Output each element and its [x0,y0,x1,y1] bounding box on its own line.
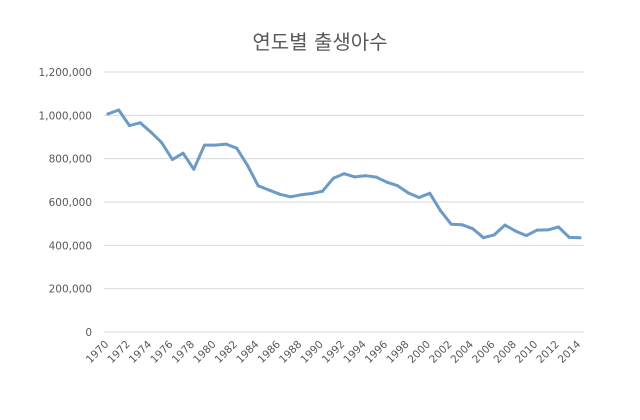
x-tick-label: 1996 [363,338,391,366]
data-point [417,196,421,199]
x-tick-label: 1970 [84,338,111,365]
data-point [288,195,292,199]
data-point [374,175,378,179]
x-tick-label: 1986 [256,338,284,366]
data-point [310,192,314,195]
data-point [503,223,507,227]
data-point [278,192,282,196]
data-point [578,236,582,240]
data-point [256,184,260,188]
y-tick-label: 200,000 [49,284,92,296]
data-point [342,172,346,176]
x-tick-label: 2006 [470,338,498,366]
data-point [353,175,357,179]
x-tick-label: 1980 [191,338,218,365]
data-point [492,233,496,237]
y-tick-label: 400,000 [49,240,92,252]
data-point [557,225,560,229]
data-point [385,180,389,184]
x-tick-label: 1998 [384,338,411,365]
data-point [396,184,400,188]
data-point [364,174,367,178]
data-point [439,209,442,213]
data-point [235,146,239,150]
data-point [106,112,110,116]
x-tick-label: 2008 [492,338,519,365]
x-tick-label: 1972 [105,338,132,365]
x-tick-label: 1974 [127,338,155,366]
data-point [482,236,485,240]
data-point [160,141,164,145]
data-point [514,229,518,233]
data-point [471,227,475,231]
x-tick-label: 2014 [556,338,584,366]
data-point [213,143,217,147]
data-point [546,228,550,232]
x-tick-label: 2004 [449,338,477,366]
y-tick-label: 1,000,000 [39,110,92,122]
x-tick-label: 1984 [234,338,262,366]
data-point [192,167,196,171]
data-point [428,191,432,195]
data-point [299,193,303,197]
data-point [203,143,206,147]
data-point [321,189,324,193]
data-point [128,124,131,128]
data-point [449,222,453,226]
data-point [524,234,528,238]
data-point [138,121,142,125]
x-tick-label: 2010 [513,338,540,365]
y-tick-label: 0 [85,327,92,339]
gridlines [104,71,584,333]
x-tick-label: 1994 [341,338,369,366]
data-point [117,108,121,112]
x-tick-label: 2000 [406,338,433,365]
data-point [181,151,185,155]
y-tick-label: 600,000 [49,197,92,209]
y-tick-label: 800,000 [49,154,92,166]
data-point [406,191,410,195]
data-point [246,163,249,167]
data-point [460,223,464,227]
x-tick-label: 1990 [298,338,325,365]
x-tick-label: 1988 [277,338,304,365]
data-point [170,158,174,161]
data-point [267,188,271,192]
data-point [331,176,335,180]
x-tick-label: 1982 [213,338,240,365]
y-axis-ticks: 0 200,000 400,000 600,000 800,000 1,000,000 1,… [39,67,92,339]
x-tick-label: 1976 [148,338,176,366]
data-point [535,228,539,232]
series-line-layer [106,108,582,240]
x-tick-label: 1978 [170,338,197,365]
x-tick-label: 2002 [427,338,454,365]
data-point [567,235,571,239]
chart-title: 연도별 출생아수 [252,30,388,54]
x-tick-label: 1992 [320,338,347,365]
data-point [149,130,153,134]
x-tick-label: 2012 [534,338,561,365]
x-axis-ticks: 1970197219741976197819801982198419861988… [84,338,584,366]
data-point [224,142,228,146]
y-tick-label: 1,200,000 [39,67,92,79]
